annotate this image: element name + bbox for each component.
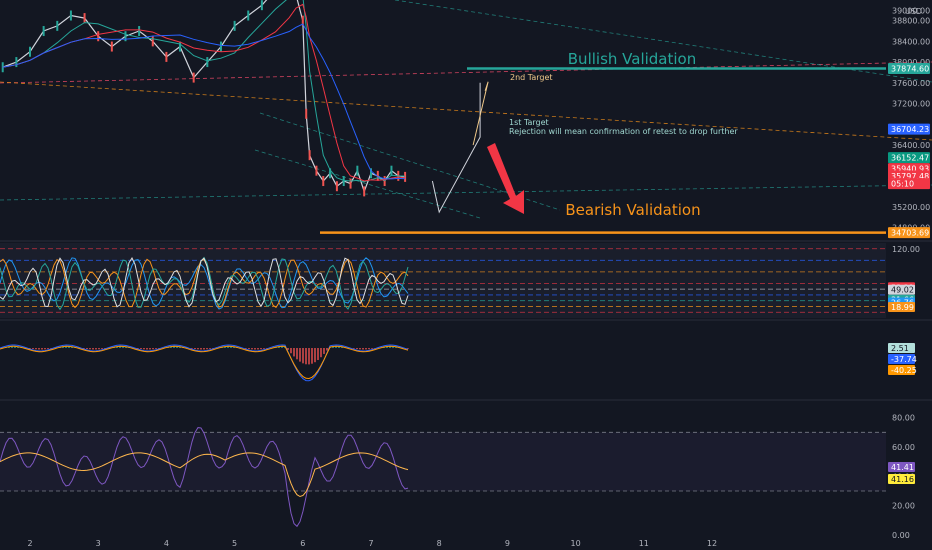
price-tick-label: 35200.00: [892, 203, 930, 212]
price-tag-label: 35940.93: [891, 165, 929, 174]
second-target-label: 2nd Target: [510, 73, 553, 82]
macd-tag: [888, 354, 915, 364]
time-tick-label: 6: [300, 539, 305, 548]
stochastic-pane: 120.0053.2149.0231.6626.7618.99: [0, 243, 920, 318]
price-tick-label: 37600.00: [892, 79, 930, 88]
rsi-tick-label: 80.00: [892, 414, 915, 423]
macd-tag-label: -40.25: [891, 366, 917, 375]
stochastic-tag: [888, 284, 915, 295]
price-tag: [888, 152, 930, 164]
currency-label: USD: [905, 7, 922, 16]
macd-pane: 2.51 -37.74 -40.25: [0, 343, 917, 382]
time-tick-label: 11: [639, 539, 649, 548]
macd-tag-label: -37.74: [891, 355, 917, 364]
macd-tag: [888, 365, 915, 375]
first-target-label: 1st Target: [509, 118, 549, 127]
rsi-ma-line: [0, 452, 409, 498]
second-target-arrow: [472, 81, 489, 146]
price-tag: [888, 178, 930, 190]
price-tag: [888, 63, 930, 75]
stochastic-tag: [888, 302, 915, 313]
price-tag-label: 05:10: [891, 180, 914, 189]
price-tag-label: 34703.69: [891, 229, 929, 238]
rsi-tick-label: 20.00: [892, 502, 915, 511]
price-tags: 37874.60 36704.23 36152.47 35940.9335797.48…: [888, 63, 930, 239]
resistance-trendline: [0, 61, 932, 84]
price-tag: [888, 227, 930, 239]
price-tag: [888, 123, 930, 135]
stochastic-tick-label: 120.00: [892, 245, 920, 254]
lower-support-line: [0, 184, 932, 201]
price-tick-label: 37200.00: [892, 99, 930, 108]
time-tick-label: 3: [96, 539, 101, 548]
time-tick-label: 7: [368, 539, 373, 548]
projection-path: [431, 82, 481, 214]
macd-signal-line: [0, 345, 409, 380]
price-tick-label: 38800.00: [892, 17, 930, 26]
price-layer: [1, 0, 489, 214]
stochastic-line: [0, 256, 409, 308]
price-tick-label: 39000.00: [892, 6, 930, 15]
yellow-trendline: [0, 81, 932, 141]
stochastic-line: [0, 257, 409, 310]
stochastic-background: [0, 243, 886, 318]
rsi-line: [0, 427, 409, 528]
rsi-value-label: 41.41: [891, 463, 914, 472]
price-tick-label: 38000.00: [892, 58, 930, 67]
moving-average-line: [2, 0, 406, 183]
rsi-value-tag: [888, 462, 915, 472]
bullish-validation-label: Bullish Validation: [568, 50, 696, 68]
time-tick-label: 8: [437, 539, 442, 548]
time-tick-label: 2: [27, 539, 32, 548]
macd-tag-label: 2.51: [891, 344, 909, 353]
moving-average-line: [2, 23, 406, 180]
moving-average-line: [2, 3, 406, 182]
price-tag-label: 36152.47: [891, 154, 929, 163]
time-tick-label: 9: [505, 539, 510, 548]
price-tag-label: 37874.60: [891, 65, 929, 74]
price-tag-label: 36704.23: [891, 125, 929, 134]
stochastic-tag-label: 49.02: [891, 286, 914, 295]
rsi-tick-label: 60.00: [892, 443, 915, 452]
time-tick-label: 5: [232, 539, 237, 548]
time-axis[interactable]: 2 3 4 5 6 7 8 9 10 11 12: [27, 539, 717, 548]
time-tick-label: 4: [164, 539, 169, 548]
rsi-ma-tag: [888, 474, 915, 484]
first-target-note: Rejection will mean confirmation of rete…: [509, 127, 738, 136]
price-tick-label: 36400.00: [892, 141, 930, 150]
time-tick-label: 12: [707, 539, 717, 548]
price-tick-label: 38400.00: [892, 37, 930, 46]
time-tick-label: 10: [571, 539, 581, 548]
stochastic-tag-label: 18.99: [891, 303, 914, 312]
rsi-band: [0, 432, 886, 491]
rsi-tick-label: 0.00: [892, 531, 910, 540]
macd-tag: [888, 343, 915, 353]
price-tag-label: 35797.48: [891, 172, 929, 181]
macd-line: [0, 344, 409, 382]
bearish-validation-label: Bearish Validation: [565, 201, 700, 219]
bearish-arrow: [487, 143, 524, 214]
rsi-ma-label: 41.16: [891, 475, 914, 484]
